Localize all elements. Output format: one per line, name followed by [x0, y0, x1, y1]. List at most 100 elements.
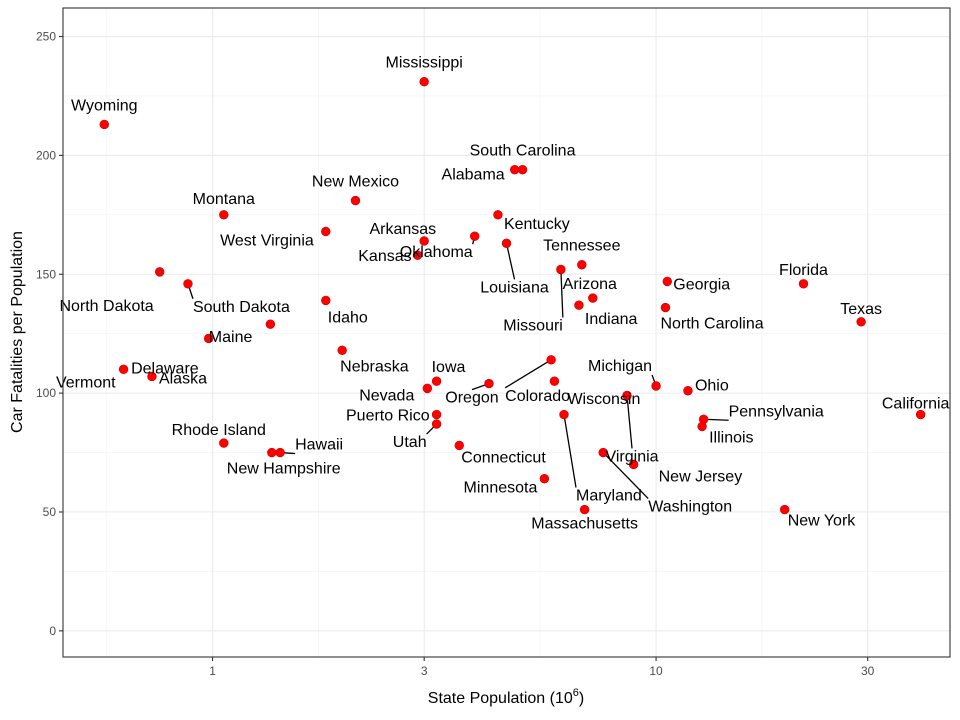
label-west-virginia: West Virginia	[220, 232, 314, 249]
label-missouri: Missouri	[503, 318, 563, 335]
label-rhode-island: Rhode Island	[172, 422, 266, 439]
label-oklahoma: Oklahoma	[400, 244, 473, 261]
point-alabama	[509, 164, 520, 175]
label-idaho: Idaho	[328, 309, 368, 326]
label-illinois: Illinois	[709, 429, 753, 446]
label-new-hampshire: New Hampshire	[227, 461, 341, 478]
y-tick-label: 150	[36, 267, 56, 281]
x-axis-title: State Population (106)	[428, 687, 584, 707]
point-oklahoma	[470, 231, 480, 241]
point-california	[915, 409, 926, 420]
y-axis-title: Car Fatalities per Population	[9, 231, 26, 433]
y-tick-label: 0	[49, 624, 56, 638]
point-south-dakota	[183, 279, 193, 289]
point-indiana	[574, 300, 584, 310]
point-colorado	[546, 355, 556, 365]
point-maine	[265, 319, 276, 329]
point-north-dakota	[155, 267, 165, 277]
point-montana	[219, 210, 229, 220]
point-puerto-rico	[431, 409, 442, 420]
x-tick-label: 10	[649, 664, 663, 678]
point-connecticut	[454, 440, 464, 451]
point-arkansas	[419, 236, 429, 246]
label-alaska: Alaska	[159, 370, 207, 387]
label-new-jersey: New Jersey	[659, 468, 743, 485]
point-hawaii	[275, 447, 285, 458]
point-delaware	[203, 333, 214, 344]
point-west-virginia	[321, 226, 331, 237]
point-maryland	[559, 409, 569, 420]
point-new-mexico	[350, 195, 361, 206]
label-michigan: Michigan	[588, 358, 652, 375]
label-kansas: Kansas	[358, 248, 411, 265]
point-texas	[856, 317, 866, 327]
label-connecticut: Connecticut	[461, 449, 546, 466]
panel-border	[62, 7, 951, 658]
point-north-carolina	[660, 302, 671, 313]
label-louisiana: Louisiana	[480, 279, 549, 296]
point-illinois	[697, 421, 707, 432]
point-minnesota	[539, 474, 550, 484]
x-tick-label: 30	[861, 664, 875, 678]
point-missouri	[556, 264, 566, 275]
point-labels: Mississippi Wyoming South Carolina Alabama N…	[56, 55, 950, 533]
label-puerto-rico: Puerto Rico	[346, 408, 430, 425]
point-idaho	[321, 295, 331, 306]
point-nebraska	[337, 345, 347, 356]
label-utah: Utah	[393, 434, 427, 451]
y-axis-ticks: 0 50 100 150 200 250	[36, 30, 63, 638]
point-louisiana	[501, 238, 512, 249]
label-tennessee: Tennessee	[543, 238, 620, 255]
label-arkansas: Arkansas	[369, 221, 436, 238]
label-south-carolina: South Carolina	[470, 143, 576, 160]
x-tick-label: 3	[421, 664, 428, 678]
label-nevada: Nevada	[359, 387, 414, 404]
label-kentucky: Kentucky	[504, 216, 570, 233]
point-wyoming	[99, 119, 109, 130]
point-new-jersey	[628, 459, 639, 470]
point-arizona	[588, 293, 598, 303]
point-virginia	[622, 390, 632, 401]
point-washington	[598, 447, 608, 458]
point-kentucky	[493, 210, 503, 220]
x-axis-ticks: 1 3 10 30	[209, 657, 875, 678]
label-arizona: Arizona	[563, 276, 617, 293]
leader-colorado	[504, 359, 552, 389]
point-vermont	[118, 364, 129, 375]
y-tick-label: 200	[36, 148, 56, 162]
label-north-dakota: North Dakota	[59, 298, 153, 315]
point-mississippi	[419, 76, 429, 87]
leader-washington	[602, 452, 649, 500]
point-georgia	[662, 276, 672, 287]
y-tick-label: 100	[36, 386, 56, 400]
point-iowa	[431, 376, 442, 386]
label-maryland: Maryland	[576, 488, 642, 505]
label-florida: Florida	[779, 262, 828, 279]
label-nebraska: Nebraska	[340, 358, 409, 375]
point-new-hampshire	[267, 447, 277, 458]
point-oregon	[484, 378, 494, 389]
point-kansas	[412, 250, 423, 260]
point-nevada	[422, 383, 433, 394]
point-south-carolina	[517, 164, 528, 175]
minor-gridlines	[63, 8, 950, 657]
label-washington: Washington	[648, 499, 732, 516]
label-wisconsin: Wisconsin	[567, 391, 640, 408]
leader-virginia	[626, 395, 633, 449]
label-ohio: Ohio	[695, 378, 729, 395]
label-iowa: Iowa	[432, 359, 466, 376]
y-tick-label: 250	[36, 30, 56, 44]
label-alabama: Alabama	[442, 167, 505, 184]
point-alaska	[147, 371, 157, 382]
label-texas: Texas	[840, 301, 882, 318]
label-minnesota: Minnesota	[464, 480, 538, 497]
point-utah	[431, 419, 442, 429]
point-florida	[798, 279, 809, 289]
label-mississippi: Mississippi	[385, 55, 462, 72]
leader-missouri	[560, 269, 564, 318]
point-new-york	[779, 504, 790, 515]
point-tennessee	[577, 260, 587, 270]
label-virginia: Virginia	[605, 448, 658, 465]
point-rhode-island	[219, 438, 229, 448]
